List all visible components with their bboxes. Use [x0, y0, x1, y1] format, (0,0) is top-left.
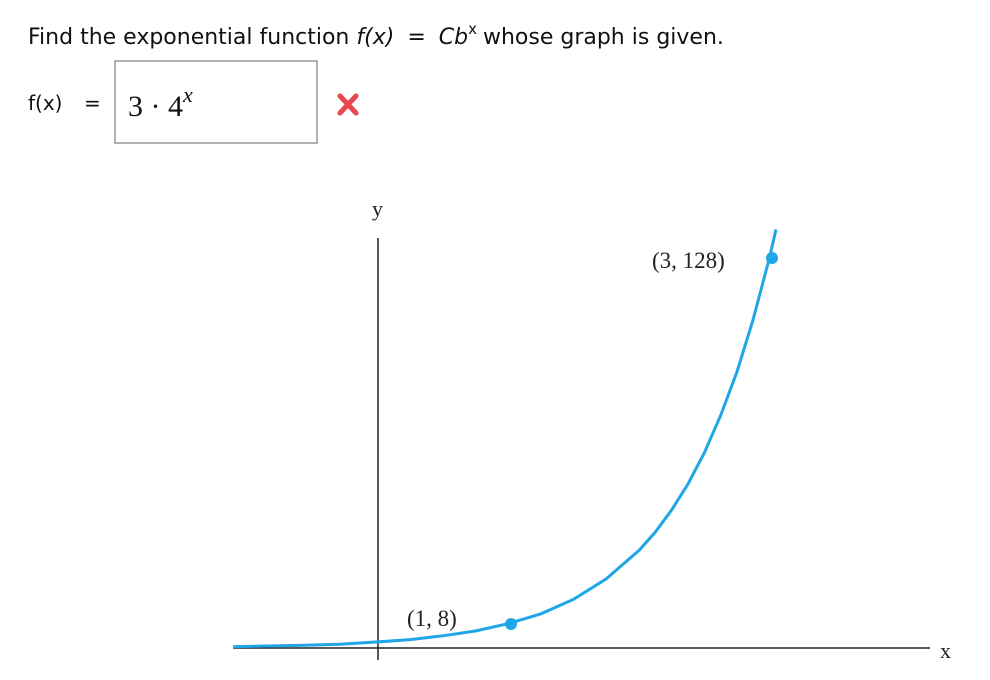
answer-exp: x: [182, 82, 193, 107]
question-suffix: whose graph is given.: [483, 25, 724, 50]
answer-label: f(x): [28, 91, 62, 115]
y-axis-label: y: [372, 196, 383, 221]
point: [505, 618, 517, 630]
point-label: (3, 128): [652, 248, 725, 273]
curve: [232, 229, 778, 649]
answer-main: 3 · 4: [128, 90, 183, 123]
question-prefix: Find the exponential function: [28, 25, 349, 50]
point: [766, 252, 778, 264]
x-axis-label: x: [940, 638, 951, 663]
answer-eq: =: [84, 91, 101, 115]
incorrect-icon: [337, 93, 359, 116]
question-exp: x: [468, 20, 477, 38]
question: Find the exponential function f(x) = Cbx…: [28, 20, 724, 50]
question-rhs: Cb: [439, 25, 468, 50]
answer-value: 3 · 4x: [128, 82, 193, 123]
question-eq: =: [407, 25, 425, 50]
answer-input[interactable]: [114, 60, 318, 144]
question-func: f(x): [356, 25, 394, 50]
point-label: (1, 8): [407, 606, 457, 631]
